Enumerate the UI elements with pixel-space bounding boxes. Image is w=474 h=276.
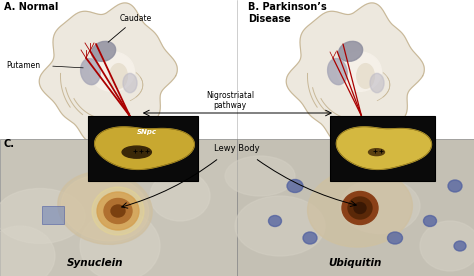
Ellipse shape [303, 232, 317, 244]
Ellipse shape [225, 156, 295, 196]
Text: SNpc: SNpc [137, 129, 157, 135]
Ellipse shape [104, 198, 132, 224]
Text: Putamen: Putamen [6, 62, 40, 70]
Ellipse shape [287, 179, 303, 192]
Bar [42, 206, 64, 224]
Bar [88, 116, 198, 181]
Ellipse shape [342, 192, 378, 224]
Ellipse shape [91, 41, 116, 61]
Text: B. Parkinson’s
Disease: B. Parkinson’s Disease [248, 2, 327, 24]
Ellipse shape [122, 146, 151, 158]
Text: Lewy Body: Lewy Body [214, 144, 260, 153]
Ellipse shape [357, 64, 374, 88]
Ellipse shape [80, 211, 160, 276]
Ellipse shape [328, 59, 347, 85]
Ellipse shape [420, 221, 474, 271]
Ellipse shape [388, 232, 402, 244]
Ellipse shape [454, 241, 466, 251]
Ellipse shape [110, 64, 128, 88]
Ellipse shape [111, 205, 125, 217]
Text: C.: C. [4, 139, 15, 149]
Text: Caudate: Caudate [108, 14, 152, 42]
Ellipse shape [308, 169, 412, 247]
Text: A. Normal: A. Normal [4, 2, 58, 12]
Polygon shape [337, 127, 431, 169]
Ellipse shape [123, 73, 137, 93]
Ellipse shape [348, 197, 372, 219]
Ellipse shape [97, 192, 139, 230]
Ellipse shape [354, 203, 366, 214]
Ellipse shape [368, 149, 384, 156]
Bar [330, 116, 435, 181]
Ellipse shape [0, 226, 55, 276]
Ellipse shape [423, 216, 437, 227]
Text: Nigrostriatal
pathway: Nigrostriatal pathway [206, 91, 254, 110]
Ellipse shape [448, 180, 462, 192]
Ellipse shape [61, 175, 149, 241]
Text: Ubiquitin: Ubiquitin [328, 258, 382, 268]
Ellipse shape [92, 187, 144, 235]
Bar [237, 139, 474, 276]
Polygon shape [95, 127, 194, 169]
Ellipse shape [235, 196, 325, 256]
Ellipse shape [91, 52, 135, 91]
Ellipse shape [337, 52, 382, 91]
Ellipse shape [0, 189, 85, 243]
Ellipse shape [370, 73, 384, 93]
Ellipse shape [338, 41, 363, 61]
Ellipse shape [268, 216, 282, 227]
Ellipse shape [340, 179, 420, 233]
Bar [0, 139, 237, 276]
Ellipse shape [81, 59, 100, 85]
Ellipse shape [150, 171, 210, 221]
Text: Synuclein: Synuclein [67, 258, 123, 268]
Polygon shape [39, 3, 177, 142]
Polygon shape [286, 3, 424, 142]
Ellipse shape [58, 172, 152, 245]
